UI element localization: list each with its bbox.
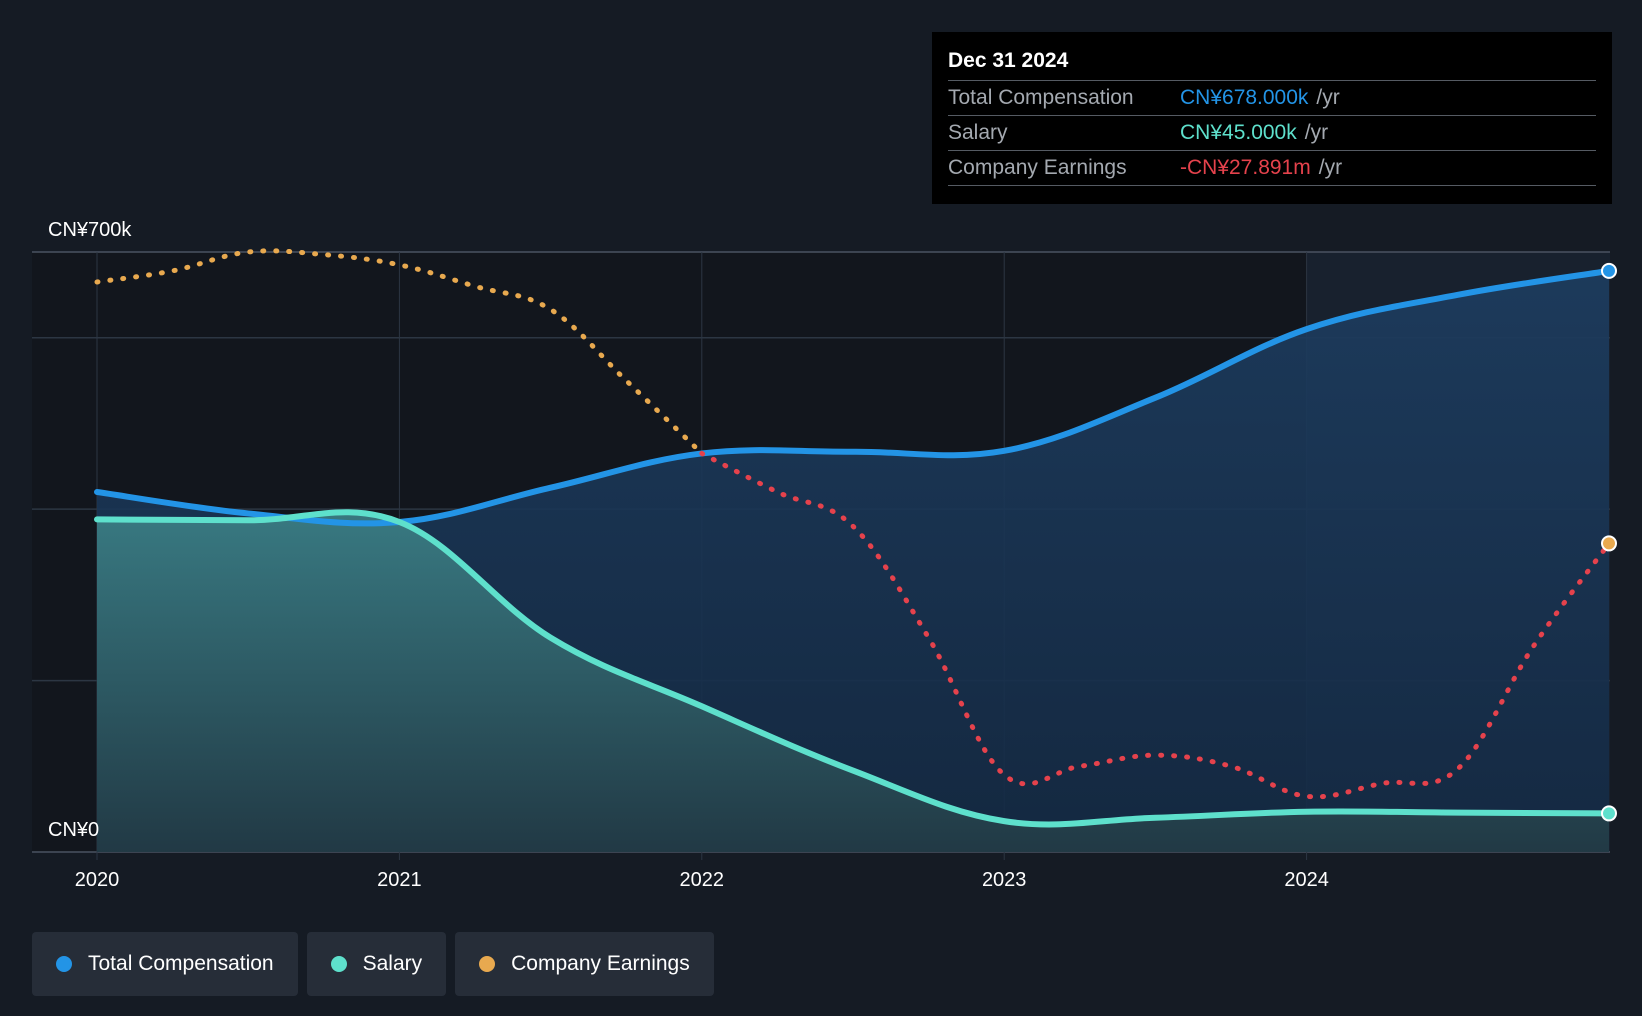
legend-item-total-compensation[interactable]: Total Compensation (32, 932, 298, 996)
tooltip-row-company-earnings: Company Earnings -CN¥27.891m /yr (948, 150, 1596, 186)
legend-label: Total Compensation (88, 952, 274, 975)
company-earnings-line-negative (699, 450, 1612, 800)
y-axis-bottom-label: CN¥0 (48, 819, 99, 841)
x-tick-label: 2020 (75, 869, 120, 891)
tooltip-value: CN¥45.000k (1180, 121, 1297, 144)
legend-dot-icon (56, 956, 72, 972)
x-tick-label: 2023 (982, 869, 1027, 891)
x-tick-label: 2022 (680, 869, 725, 891)
legend-item-company-earnings[interactable]: Company Earnings (455, 932, 714, 996)
tooltip-unit: /yr (1318, 156, 1343, 179)
end-marker (1601, 262, 1617, 279)
end-markers (1601, 262, 1617, 822)
x-tick-label: 2024 (1284, 869, 1329, 891)
total-compensation-line (94, 267, 1612, 527)
x-tick-label: 2021 (377, 869, 422, 891)
tooltip-label: Salary (948, 121, 1008, 144)
company-earnings-line (94, 248, 705, 456)
end-marker (1601, 805, 1617, 822)
series-areas (97, 270, 1609, 852)
tooltip-label: Company Earnings (948, 156, 1127, 179)
salary-area (97, 512, 1609, 852)
legend: Total Compensation Salary Company Earnin… (32, 932, 714, 996)
legend-label: Company Earnings (511, 952, 690, 975)
x-axis: 2020 2021 2022 2023 2024 (75, 869, 1329, 891)
legend-dot-icon (330, 956, 347, 972)
tooltip-value: -CN¥27.891m (1180, 156, 1311, 179)
legend-label: Salary (362, 952, 423, 975)
legend-dot-icon (479, 956, 496, 972)
tooltip-label: Total Compensation (948, 86, 1134, 109)
tooltip: Dec 31 2024 Total Compensation CN¥678.00… (932, 32, 1612, 204)
tooltip-row-salary: Salary CN¥45.000k /yr (948, 115, 1596, 150)
y-axis-top-label: CN¥700k (48, 219, 132, 241)
legend-item-salary[interactable]: Salary (306, 932, 447, 996)
salary-line (94, 509, 1612, 828)
tooltip-value: CN¥678.000k (1180, 86, 1309, 109)
end-marker (1601, 535, 1617, 552)
tooltip-date: Dec 31 2024 (948, 49, 1069, 72)
tooltip-row-total-compensation: Total Compensation CN¥678.000k /yr (948, 80, 1596, 115)
tooltip-unit: /yr (1304, 121, 1329, 144)
tooltip-unit: /yr (1316, 86, 1340, 109)
series-lines (94, 248, 1612, 828)
